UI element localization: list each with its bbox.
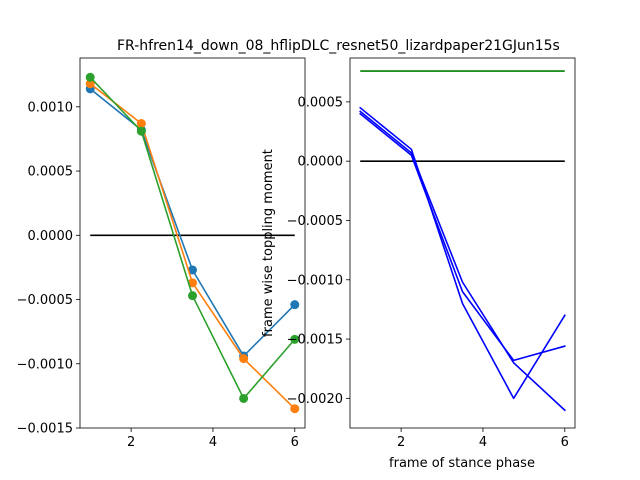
left-series-3-point (290, 334, 300, 344)
left-series-1-point (188, 265, 197, 275)
left-series-2-point (136, 119, 146, 129)
left-y-tick-label: 0.0010 (28, 100, 74, 115)
left-series-3-point (188, 291, 197, 301)
left-y-tick-label: −0.0005 (17, 293, 73, 308)
right-series-2-line (359, 110, 566, 412)
left-series-3-point (239, 393, 249, 403)
left-y-tick-label: 0.0005 (28, 165, 74, 180)
left-x-tick-label: 4 (209, 435, 217, 450)
left-plot-area (85, 72, 300, 414)
right-y-tick-label: −0.0020 (287, 392, 343, 407)
left-axes-frame (79, 57, 306, 429)
left-series-2-point (85, 79, 95, 89)
left-x-tick-label: 2 (127, 435, 135, 450)
left-axes: 2 4 6 −0.0015 −0.0010 −0.0005 0.0000 0.0005 0.00… (17, 57, 306, 450)
right-series-1-line (359, 106, 566, 400)
right-y-tick-label: −0.0015 (287, 333, 343, 348)
left-y-tick-label: −0.0010 (17, 357, 73, 372)
x-axis-label: frame of stance phase (389, 456, 535, 471)
left-series-2-point (188, 278, 197, 288)
right-y-tick-label: −0.0010 (287, 273, 343, 288)
right-series-3-line (359, 112, 566, 362)
left-series-1-point (290, 300, 300, 310)
right-x-tick-label: 6 (561, 435, 569, 450)
left-x-tick-label: 6 (291, 435, 299, 450)
right-y-tick-label: −0.0005 (287, 214, 343, 229)
left-series-2-point (239, 354, 249, 364)
right-plot-area (359, 70, 566, 412)
right-x-tick-label: 4 (479, 435, 487, 450)
chart-title: FR-hfren14_down_08_hflipDLC_resnet50_liz… (117, 38, 560, 54)
right-x-tick-label: 2 (397, 435, 405, 450)
left-series-3-point (85, 72, 95, 82)
left-y-tick-label: 0.0000 (28, 229, 74, 244)
right-y-tick-label: 0.0000 (298, 155, 344, 170)
left-series-2-point (290, 404, 300, 414)
left-series-3-point (136, 126, 146, 136)
right-axes: 2 4 6 −0.0020 −0.0015 −0.0010 −0.0005 0.0000 0.0… (117, 38, 576, 471)
left-y-tick-label: −0.0015 (17, 422, 73, 437)
y-axis-label: frame wise toppling moment (261, 149, 276, 337)
right-axes-frame (349, 57, 576, 429)
right-y-tick-label: 0.0005 (298, 95, 344, 110)
